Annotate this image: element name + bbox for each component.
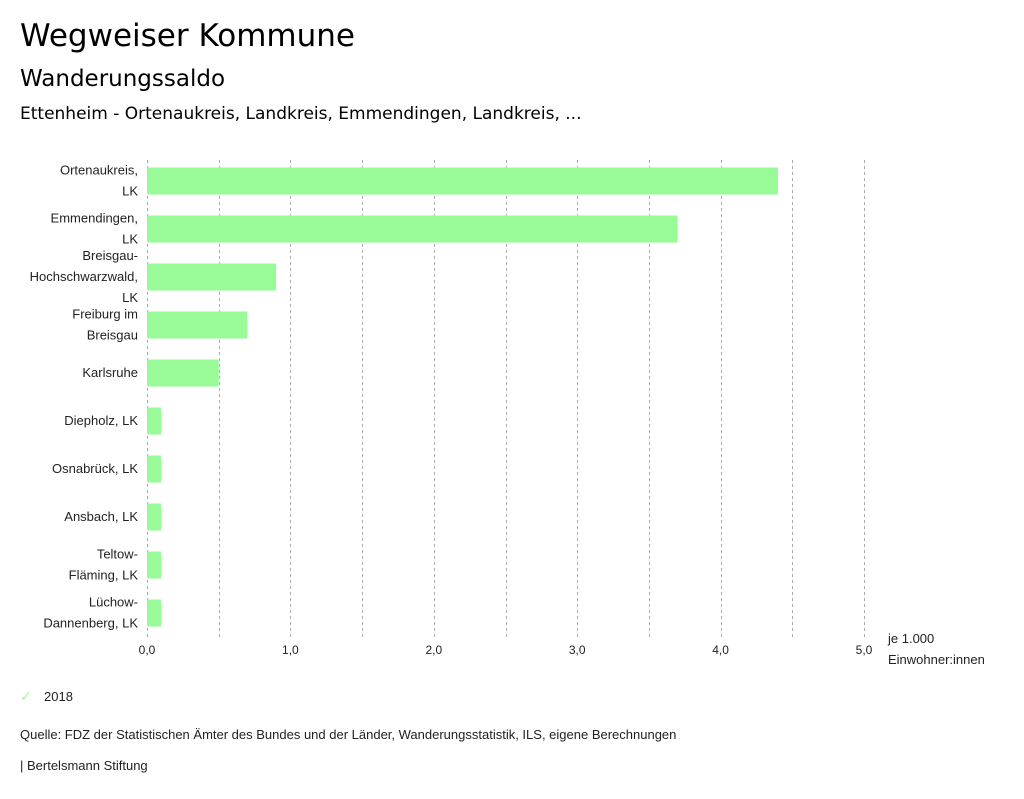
category-label: Fläming, LK: [69, 568, 139, 583]
brand-note: | Bertelsmann Stiftung: [20, 758, 148, 773]
bar[interactable]: [147, 215, 678, 243]
x-axis-label: Einwohner:innen: [888, 652, 985, 667]
page-title: Wegweiser Kommune: [20, 18, 355, 54]
bars: [147, 167, 778, 627]
category-label: Ortenaukreis,: [60, 163, 138, 178]
x-tick-label: 5,0: [856, 643, 873, 657]
check-icon: ✓: [20, 688, 32, 704]
category-label: LK: [122, 184, 138, 199]
category-label: Breisgau-: [82, 248, 138, 263]
category-label: Ansbach, LK: [64, 509, 138, 524]
legend-label: 2018: [44, 689, 73, 704]
category-label: Dannenberg, LK: [43, 616, 138, 631]
bar[interactable]: [147, 503, 162, 531]
category-label: Osnabrück, LK: [52, 461, 138, 476]
legend-item-2018[interactable]: ✓ 2018: [20, 688, 73, 705]
x-tick-label: 1,0: [282, 643, 299, 657]
category-label: Emmendingen,: [51, 211, 138, 226]
x-tick-label: 2,0: [425, 643, 442, 657]
category-labels: Ortenaukreis,LKEmmendingen,LKBreisgau-Ho…: [30, 163, 139, 631]
x-axis-label: je 1.000: [887, 631, 934, 646]
category-label: LK: [122, 290, 138, 305]
bar[interactable]: [147, 359, 219, 387]
category-label: Karlsruhe: [82, 365, 138, 380]
category-label: Lüchow-: [89, 595, 138, 610]
x-tick-labels: 0,0 1,0 2,0 3,0 4,0 5,0: [139, 643, 873, 657]
category-label: Breisgau: [87, 328, 138, 343]
category-label: Teltow-: [97, 547, 138, 562]
bar[interactable]: [147, 551, 162, 579]
x-tick-label: 4,0: [712, 643, 729, 657]
bar[interactable]: [147, 407, 162, 435]
x-tick-label: 0,0: [139, 643, 156, 657]
source-note: Quelle: FDZ der Statistischen Ämter des …: [20, 727, 677, 742]
x-axis-unit: je 1.000 Einwohner:innen: [887, 631, 985, 667]
bar[interactable]: [147, 599, 162, 627]
category-label: Freiburg im: [72, 307, 138, 322]
chart-subtitle: Wanderungssaldo: [20, 66, 226, 92]
category-label: LK: [122, 232, 138, 247]
bar[interactable]: [147, 311, 248, 339]
x-tick-label: 3,0: [569, 643, 586, 657]
bar[interactable]: [147, 263, 277, 291]
region-label: Ettenheim - Ortenaukreis, Landkreis, Emm…: [20, 104, 582, 124]
category-label: Hochschwarzwald,: [30, 269, 138, 284]
category-label: Diepholz, LK: [64, 413, 138, 428]
bar[interactable]: [147, 455, 162, 483]
bar-chart: Ortenaukreis,LKEmmendingen,LKBreisgau-Ho…: [30, 160, 985, 667]
bar[interactable]: [147, 167, 778, 195]
